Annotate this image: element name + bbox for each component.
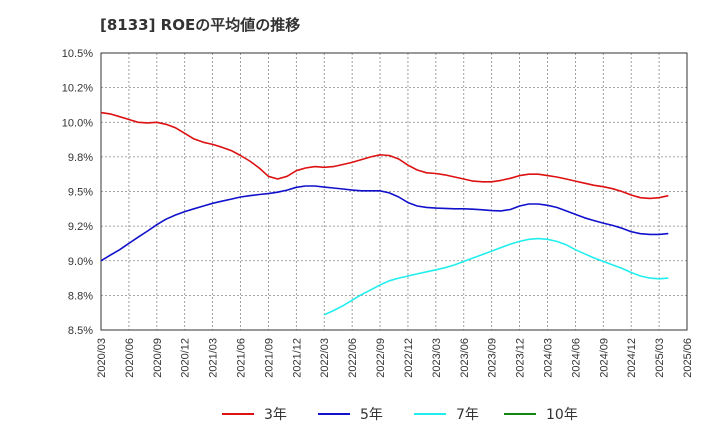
x-tick-label: 2024/09 [598, 338, 610, 378]
x-tick-label: 2024/12 [626, 338, 638, 378]
legend-label: 7年 [456, 407, 479, 423]
x-tick-label: 2023/06 [459, 338, 471, 378]
chart-title: [8133] ROEの平均値の推移 [100, 16, 301, 34]
x-tick-label: 2021/03 [208, 338, 220, 378]
x-tick-label: 2024/06 [570, 338, 582, 378]
x-tick-label: 2020/09 [152, 338, 164, 378]
legend-label: 5年 [360, 407, 383, 423]
x-tick-label: 2025/03 [654, 338, 666, 378]
x-tick-label: 2020/12 [180, 338, 192, 378]
y-tick-label: 9.2% [68, 221, 93, 233]
x-axis: 2020/03 2020/06 2020/09 2020/12 2021/03 2021/… [96, 338, 694, 378]
legend-label: 10年 [546, 407, 578, 423]
x-tick-label: 2021/12 [291, 338, 303, 378]
x-tick-label: 2022/06 [347, 338, 359, 378]
legend: 3年 5年 7年 10年 [222, 407, 578, 423]
x-tick-label: 2023/03 [431, 338, 443, 378]
y-tick-label: 8.8% [68, 290, 93, 302]
x-tick-label: 2023/12 [515, 338, 527, 378]
x-tick-label: 2022/09 [375, 338, 387, 378]
y-tick-label: 10.5% [62, 48, 93, 60]
legend-label: 3年 [264, 407, 287, 423]
series-lines [100, 111, 669, 316]
x-tick-label: 2020/06 [124, 338, 136, 378]
x-tick-label: 2021/06 [236, 338, 248, 378]
y-tick-label: 10.0% [62, 117, 93, 129]
y-tick-label: 8.5% [68, 325, 93, 337]
plot-area [100, 52, 688, 331]
x-tick-label: 2020/03 [96, 338, 108, 378]
grid [100, 52, 688, 331]
x-tick-label: 2022/03 [319, 338, 331, 378]
y-axis: 8.5% 8.8% 9.0% 9.2% 9.5% 9.8% 10.0% 10.2% 10.5% [62, 48, 93, 337]
x-tick-label: 2022/12 [403, 338, 415, 378]
x-tick-label: 2025/06 [682, 338, 694, 378]
y-tick-label: 9.8% [68, 152, 93, 164]
y-tick-label: 9.0% [68, 256, 93, 268]
y-tick-label: 10.2% [62, 83, 93, 95]
series-line-7年 [323, 237, 669, 316]
series-line-5年 [100, 185, 669, 262]
series-line-3年 [100, 111, 669, 200]
x-tick-label: 2023/09 [487, 338, 499, 378]
x-tick-label: 2024/03 [542, 338, 554, 378]
y-tick-label: 9.5% [68, 187, 93, 199]
x-tick-label: 2021/09 [263, 338, 275, 378]
